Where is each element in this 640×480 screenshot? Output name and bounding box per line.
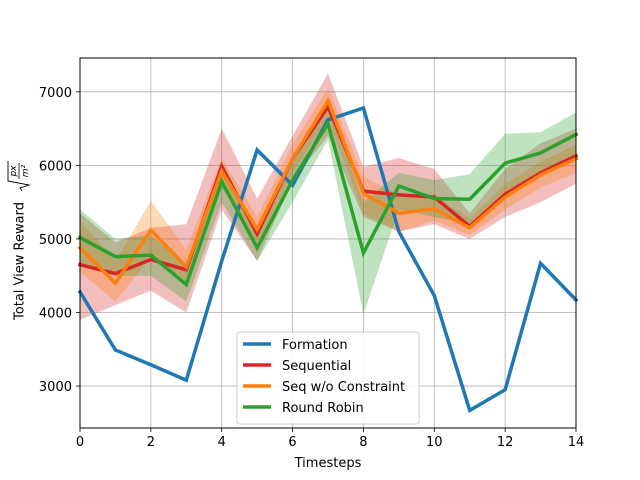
y-axis-label-text: Total View Reward [13, 202, 28, 321]
series-line-formation [77, 105, 579, 413]
x-tick-label: 0 [76, 435, 84, 450]
legend: Formation Sequential Seq w/o Constraint Rou… [236, 331, 420, 425]
y-tick-label: 7000 [39, 86, 72, 101]
x-tick-label: 14 [568, 435, 585, 450]
x-tick-label: 4 [218, 435, 226, 450]
y-axis-label-sqrt: px m² [7, 161, 31, 192]
series-line-seq-w-o-constraint [77, 96, 579, 286]
sqrt-denominator: m² [21, 164, 31, 177]
y-tick-label: 4000 [39, 307, 72, 322]
x-axis-label: Timesteps [294, 456, 362, 471]
bands [80, 73, 576, 320]
y-tick-label: 6000 [39, 159, 72, 174]
x-ticks: 0 2 4 6 8 10 12 14 [76, 428, 584, 450]
sqrt-sign [7, 161, 31, 192]
x-tick-label: 8 [359, 435, 367, 450]
sqrt-numerator: px [9, 165, 19, 178]
legend-label-seq-w-o-constraint: Seq w/o Constraint [282, 380, 405, 395]
y-tick-label: 5000 [39, 233, 72, 248]
x-tick-label: 12 [497, 435, 514, 450]
band-seq-w-o-constraint [80, 88, 576, 302]
plot-frame [79, 57, 577, 429]
series-lines [77, 96, 579, 413]
y-tick-label: 3000 [39, 380, 72, 395]
x-tick-label: 6 [288, 435, 296, 450]
legend-box [236, 331, 420, 425]
legend-label-sequential: Sequential [282, 359, 351, 374]
y-axis-label: Total View Reward px m² [7, 161, 31, 321]
x-tick-label: 2 [147, 435, 155, 450]
series-line-round-robin [77, 119, 579, 288]
y-ticks: 3000 4000 5000 6000 7000 [39, 86, 80, 395]
legend-label-round-robin: Round Robin [282, 401, 364, 416]
band-sequential [80, 73, 576, 320]
x-tick-label: 10 [426, 435, 443, 450]
grid [79, 58, 577, 428]
band-round-robin [80, 102, 576, 314]
legend-label-formation: Formation [282, 338, 348, 353]
